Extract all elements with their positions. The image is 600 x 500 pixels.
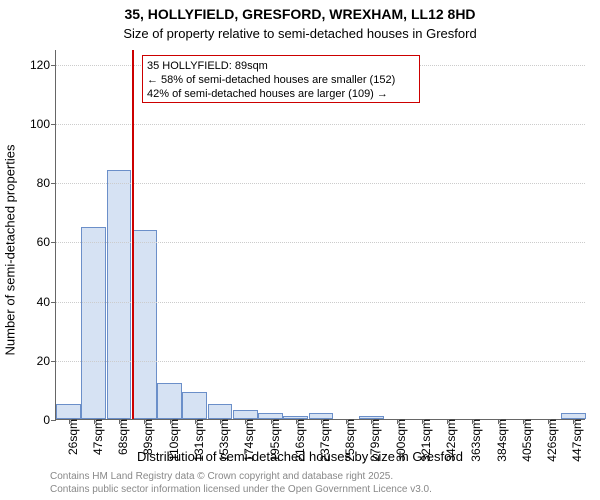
bars-layer xyxy=(56,50,585,419)
y-tick-label: 120 xyxy=(30,58,50,72)
y-axis-label: Number of semi-detached properties xyxy=(3,145,18,356)
reference-line xyxy=(132,50,134,419)
histogram-bar xyxy=(56,404,81,419)
x-axis-label: Distribution of semi-detached houses by … xyxy=(0,449,600,464)
chart-title-sub: Size of property relative to semi-detach… xyxy=(0,26,600,41)
callout-line1: 35 HOLLYFIELD: 89sqm xyxy=(147,60,415,74)
gridline-h xyxy=(56,302,585,303)
y-tick-mark xyxy=(51,65,56,66)
histogram-bar xyxy=(132,230,157,419)
histogram-bar xyxy=(157,383,182,419)
gridline-h xyxy=(56,183,585,184)
gridline-h xyxy=(56,124,585,125)
attribution-line2: Contains public sector information licen… xyxy=(50,484,590,497)
y-tick-mark xyxy=(51,302,56,303)
y-tick-label: 0 xyxy=(43,413,50,427)
y-tick-mark xyxy=(51,420,56,421)
gridline-h xyxy=(56,361,585,362)
gridline-h xyxy=(56,242,585,243)
y-tick-mark xyxy=(51,361,56,362)
y-tick-label: 40 xyxy=(37,295,50,309)
y-tick-mark xyxy=(51,124,56,125)
attribution-line1: Contains HM Land Registry data © Crown c… xyxy=(50,471,590,484)
chart-title-main: 35, HOLLYFIELD, GRESFORD, WREXHAM, LL12 … xyxy=(0,6,600,22)
histogram-bar xyxy=(208,404,233,419)
y-tick-label: 60 xyxy=(37,235,50,249)
y-tick-label: 80 xyxy=(37,176,50,190)
histogram-bar xyxy=(81,227,106,419)
attribution: Contains HM Land Registry data © Crown c… xyxy=(50,471,590,496)
y-tick-mark xyxy=(51,183,56,184)
plot-area: 02040608010012026sqm47sqm68sqm89sqm110sq… xyxy=(55,50,585,420)
callout-line3: 42% of semi-detached houses are larger (… xyxy=(147,88,415,102)
histogram-bar xyxy=(233,410,258,419)
callout-line2: ← 58% of semi-detached houses are smalle… xyxy=(147,74,415,88)
histogram-bar xyxy=(182,392,207,419)
y-tick-label: 100 xyxy=(30,117,50,131)
y-tick-mark xyxy=(51,242,56,243)
callout-box: 35 HOLLYFIELD: 89sqm ← 58% of semi-detac… xyxy=(142,55,420,103)
histogram-bar xyxy=(107,170,132,419)
y-tick-label: 20 xyxy=(37,354,50,368)
